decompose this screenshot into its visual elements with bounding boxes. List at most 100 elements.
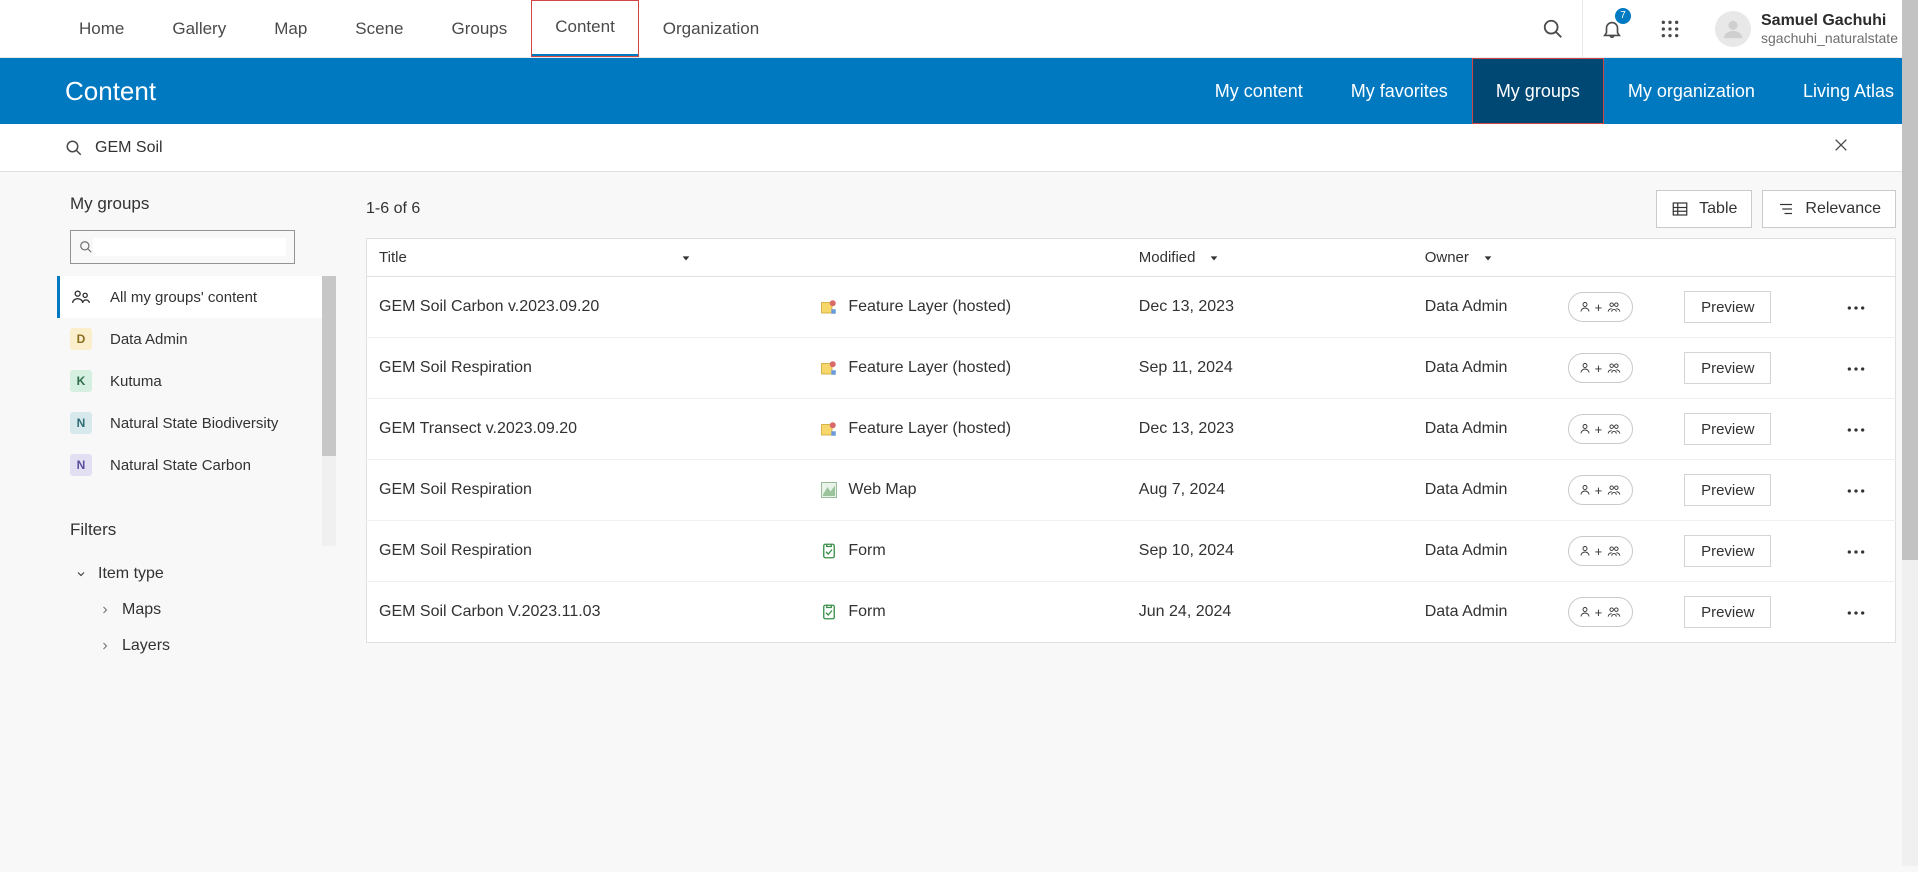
notifications-button[interactable]: 7: [1583, 0, 1641, 58]
sidebar-item-all-groups[interactable]: All my groups' content: [57, 276, 328, 318]
user-menu[interactable]: Samuel Gachuhi sgachuhi_naturalstate: [1699, 11, 1918, 47]
item-title[interactable]: GEM Soil Respiration: [379, 359, 532, 376]
item-owner: Data Admin: [1425, 420, 1508, 437]
topnav-item-content[interactable]: Content: [531, 0, 639, 57]
table-row: GEM Soil RespirationFormSep 10, 2024Data…: [367, 521, 1896, 582]
group-chip: N: [70, 412, 92, 434]
sidebar: My groups All my groups' content DData A…: [0, 172, 338, 872]
topnav-item-home[interactable]: Home: [55, 0, 148, 57]
search-button[interactable]: [1524, 0, 1582, 58]
group-chip: K: [70, 370, 92, 392]
group-icon: [1606, 544, 1622, 558]
content-tab-my-favorites[interactable]: My favorites: [1327, 58, 1472, 124]
more-horizontal-icon: [1846, 488, 1866, 494]
preview-button[interactable]: Preview: [1684, 596, 1771, 628]
item-title[interactable]: GEM Soil Carbon V.2023.11.03: [379, 603, 600, 620]
topnav-item-scene[interactable]: Scene: [331, 0, 427, 57]
content-tab-living-atlas[interactable]: Living Atlas: [1779, 58, 1918, 124]
group-list: All my groups' content DData AdminKKutum…: [70, 276, 328, 486]
clear-search-button[interactable]: [1829, 133, 1853, 162]
item-owner: Data Admin: [1425, 542, 1508, 559]
search-icon: [1542, 18, 1564, 40]
column-header-owner[interactable]: Owner: [1425, 249, 1493, 266]
item-title[interactable]: GEM Transect v.2023.09.20: [379, 420, 577, 437]
filter-maps[interactable]: Maps: [70, 592, 328, 628]
filter-layers[interactable]: Layers: [70, 628, 328, 664]
feature-icon: [820, 420, 838, 438]
item-type: Feature Layer (hosted): [848, 420, 1011, 438]
share-button[interactable]: +: [1568, 597, 1634, 627]
apps-grid-icon: [1660, 19, 1680, 39]
sidebar-group-item[interactable]: NNatural State Biodiversity: [70, 402, 328, 444]
content-search-input[interactable]: [93, 138, 1829, 158]
sidebar-group-item[interactable]: NNatural State Carbon: [70, 444, 328, 486]
group-search-input[interactable]: [93, 238, 286, 256]
group-search[interactable]: [70, 230, 295, 264]
group-list-scrollbar[interactable]: [322, 276, 336, 546]
content-tab-my-groups[interactable]: My groups: [1472, 58, 1604, 124]
person-icon: [1579, 300, 1591, 314]
group-icon: [1606, 361, 1622, 375]
top-bar-right: 7 Samuel Gachuhi sgachuhi_naturalstate: [1524, 0, 1918, 57]
scrollbar-thumb[interactable]: [1902, 0, 1918, 560]
sort-relevance-button[interactable]: Relevance: [1762, 190, 1896, 228]
item-type: Feature Layer (hosted): [848, 298, 1011, 316]
more-actions-button[interactable]: [1838, 294, 1874, 319]
more-actions-button[interactable]: [1838, 538, 1874, 563]
item-owner: Data Admin: [1425, 359, 1508, 376]
feature-icon: [820, 298, 838, 316]
person-icon: [1579, 544, 1591, 558]
plus-icon: +: [1595, 361, 1603, 376]
column-header-modified[interactable]: Modified: [1139, 249, 1220, 266]
topnav-item-groups[interactable]: Groups: [428, 0, 532, 57]
apps-button[interactable]: [1641, 0, 1699, 58]
table-row: GEM Transect v.2023.09.20 Feature Layer (…: [367, 399, 1896, 460]
page-scrollbar[interactable]: [1902, 0, 1918, 866]
chevron-down-icon: [75, 568, 87, 580]
column-label: Modified: [1139, 249, 1196, 266]
sidebar-group-item[interactable]: KKutuma: [70, 360, 328, 402]
item-title[interactable]: GEM Soil Carbon v.2023.09.20: [379, 298, 599, 315]
column-header-title[interactable]: Title: [379, 249, 691, 266]
filters-heading: Filters: [70, 520, 328, 540]
filter-item-type[interactable]: Item type: [70, 556, 328, 592]
topnav-item-map[interactable]: Map: [250, 0, 331, 57]
more-actions-button[interactable]: [1838, 599, 1874, 624]
item-modified: Dec 13, 2023: [1139, 298, 1234, 315]
more-horizontal-icon: [1846, 549, 1866, 555]
topnav-item-gallery[interactable]: Gallery: [148, 0, 250, 57]
scrollbar-thumb[interactable]: [322, 276, 336, 456]
content-tabs: My contentMy favoritesMy groupsMy organi…: [1191, 58, 1918, 124]
sidebar-group-item[interactable]: DData Admin: [70, 318, 328, 360]
group-icon: [1606, 483, 1622, 497]
content-tab-my-organization[interactable]: My organization: [1604, 58, 1779, 124]
share-button[interactable]: +: [1568, 353, 1634, 383]
preview-button[interactable]: Preview: [1684, 474, 1771, 506]
group-icon: [1606, 605, 1622, 619]
view-table-button[interactable]: Table: [1656, 190, 1752, 228]
item-title[interactable]: GEM Soil Respiration: [379, 481, 532, 498]
more-actions-button[interactable]: [1838, 477, 1874, 502]
preview-button[interactable]: Preview: [1684, 352, 1771, 384]
filter-label: Maps: [122, 601, 161, 619]
sub-header: Content My contentMy favoritesMy groupsM…: [0, 58, 1918, 124]
feature-icon: [820, 359, 838, 377]
table-icon: [1671, 200, 1689, 218]
table-row: GEM Soil Carbon V.2023.11.03FormJun 24, …: [367, 582, 1896, 643]
item-title[interactable]: GEM Soil Respiration: [379, 542, 532, 559]
share-button[interactable]: +: [1568, 536, 1634, 566]
more-actions-button[interactable]: [1838, 416, 1874, 441]
content-tab-my-content[interactable]: My content: [1191, 58, 1327, 124]
share-button[interactable]: +: [1568, 292, 1634, 322]
item-owner: Data Admin: [1425, 603, 1508, 620]
topnav-item-organization[interactable]: Organization: [639, 0, 783, 57]
share-button[interactable]: +: [1568, 475, 1634, 505]
button-label: Relevance: [1805, 200, 1881, 218]
preview-button[interactable]: Preview: [1684, 413, 1771, 445]
preview-button[interactable]: Preview: [1684, 291, 1771, 323]
notification-badge: 7: [1615, 8, 1631, 24]
share-button[interactable]: +: [1568, 414, 1634, 444]
group-icon: [1606, 422, 1622, 436]
more-actions-button[interactable]: [1838, 355, 1874, 380]
preview-button[interactable]: Preview: [1684, 535, 1771, 567]
